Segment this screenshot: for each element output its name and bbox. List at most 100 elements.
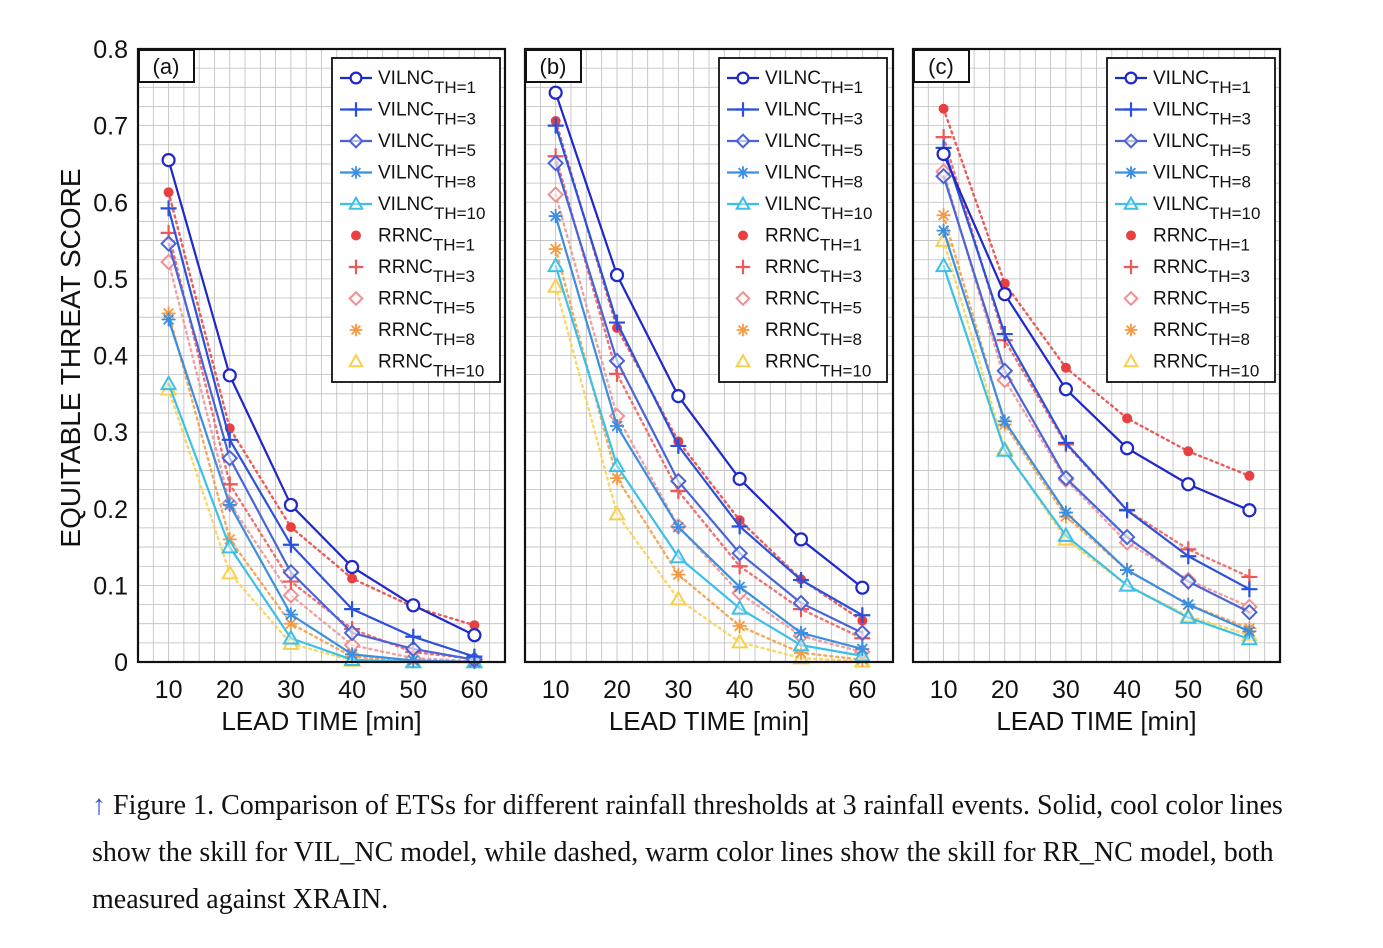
data-point xyxy=(221,476,238,493)
data-point xyxy=(161,153,176,168)
legend-entry: VILNCTH=5 xyxy=(340,131,476,160)
legend-label: VILNCTH=5 xyxy=(765,131,863,160)
series-line-vilnc-th5 xyxy=(554,162,864,634)
data-point xyxy=(1179,573,1197,590)
y-tick-label: 0.7 xyxy=(93,113,128,141)
data-point xyxy=(1181,597,1196,612)
legend-label: RRNCTH=10 xyxy=(1153,352,1259,381)
legend-marker xyxy=(734,195,752,210)
legend-entry: VILNCTH=8 xyxy=(340,163,476,192)
data-point xyxy=(548,241,563,256)
series-line-vilnc-th8 xyxy=(942,229,1251,633)
legend-marker xyxy=(1124,323,1138,337)
x-tick-label: 50 xyxy=(1174,676,1202,704)
legend-entry: RRNCTH=3 xyxy=(735,257,862,286)
y-tick-label: 0.1 xyxy=(93,572,128,600)
legend-label: RRNCTH=8 xyxy=(378,320,475,349)
data-point xyxy=(1241,581,1258,598)
data-point xyxy=(610,471,624,486)
data-point xyxy=(283,497,299,513)
data-point xyxy=(1122,413,1133,424)
legend-marker xyxy=(348,290,364,307)
legend-label: RRNCTH=1 xyxy=(765,226,862,255)
legend-marker xyxy=(1123,102,1139,117)
data-point xyxy=(285,522,296,533)
data-point xyxy=(608,505,626,521)
legend-entry: RRNCTH=10 xyxy=(1122,352,1259,381)
panel-label: (a) xyxy=(153,54,180,79)
legend-label: VILNCTH=10 xyxy=(1153,194,1260,223)
data-point xyxy=(1058,382,1074,397)
data-point xyxy=(671,567,686,582)
x-tick-label: 50 xyxy=(399,676,427,704)
data-point xyxy=(853,624,871,642)
data-point xyxy=(160,235,177,253)
data-point xyxy=(997,287,1012,302)
data-point xyxy=(221,538,239,554)
legend-entry: RRNCTH=1 xyxy=(351,226,475,255)
legend-box xyxy=(718,57,888,383)
legend-marker xyxy=(349,323,363,337)
legend-marker xyxy=(348,133,364,149)
data-point xyxy=(997,414,1012,429)
data-point xyxy=(1181,477,1196,492)
y-axis-label: EQUITABLE THREAT SCORE xyxy=(55,168,86,547)
x-ticks: 10 20 30 40 50 60 xyxy=(542,676,876,704)
legend-entry: VILNCTH=8 xyxy=(1115,163,1251,192)
data-point xyxy=(406,598,421,613)
legend-label: VILNCTH=5 xyxy=(378,131,476,160)
legend-marker xyxy=(735,259,751,275)
series-line-rrnc-th3 xyxy=(167,231,476,661)
x-tick-label: 30 xyxy=(1052,676,1080,704)
legend-entry: RRNCTH=5 xyxy=(1123,289,1250,318)
legend-label: RRNCTH=1 xyxy=(378,226,475,255)
data-point xyxy=(347,573,358,584)
legend-entry: VILNCTH=5 xyxy=(1115,131,1251,160)
data-point xyxy=(1241,603,1258,621)
legend-marker xyxy=(348,259,364,275)
legend-label: VILNCTH=10 xyxy=(378,194,485,223)
data-point xyxy=(1119,441,1135,456)
data-point xyxy=(1183,446,1194,457)
data-point xyxy=(730,599,749,615)
series-group xyxy=(546,85,872,668)
legend-entry: VILNCTH=3 xyxy=(727,100,863,129)
y-tick-label: 0 xyxy=(114,649,128,677)
legend-label: VILNCTH=1 xyxy=(765,68,863,97)
panel-label-box xyxy=(913,49,970,83)
data-point xyxy=(609,267,625,283)
data-point xyxy=(732,471,747,486)
series-line-vilnc-th3 xyxy=(554,124,864,617)
data-point xyxy=(548,85,563,100)
data-point xyxy=(1242,624,1257,639)
x-tick-label: 50 xyxy=(787,676,815,704)
legend-marker xyxy=(736,71,750,85)
data-point xyxy=(794,625,808,640)
series-line-vilnc-th1 xyxy=(942,152,1251,512)
legend-label: RRNCTH=10 xyxy=(378,352,484,381)
legend-entry: RRNCTH=1 xyxy=(1126,226,1250,255)
legend-label: VILNCTH=8 xyxy=(1153,163,1251,192)
series-line-vilnc-th10 xyxy=(554,264,864,657)
legend-entry: VILNCTH=1 xyxy=(1115,68,1251,97)
legend-marker xyxy=(735,133,751,149)
data-point xyxy=(996,326,1013,343)
data-point xyxy=(159,374,178,391)
legend-entry: RRNCTH=10 xyxy=(734,352,871,381)
data-point xyxy=(996,441,1014,457)
data-point xyxy=(1119,502,1136,519)
data-point xyxy=(671,520,686,535)
data-point xyxy=(546,277,565,293)
data-point xyxy=(730,633,749,649)
x-tick-label: 60 xyxy=(461,676,489,704)
legend-entry: VILNCTH=10 xyxy=(340,194,485,223)
data-point xyxy=(670,437,687,454)
data-point xyxy=(671,389,686,404)
legend-label: RRNCTH=3 xyxy=(765,257,862,286)
data-point xyxy=(344,559,360,575)
legend-label: RRNCTH=8 xyxy=(1153,320,1250,349)
y-tick-label: 0.5 xyxy=(93,266,128,294)
series-line-vilnc-th8 xyxy=(167,318,476,664)
series-line-vilnc-th1 xyxy=(167,159,476,637)
